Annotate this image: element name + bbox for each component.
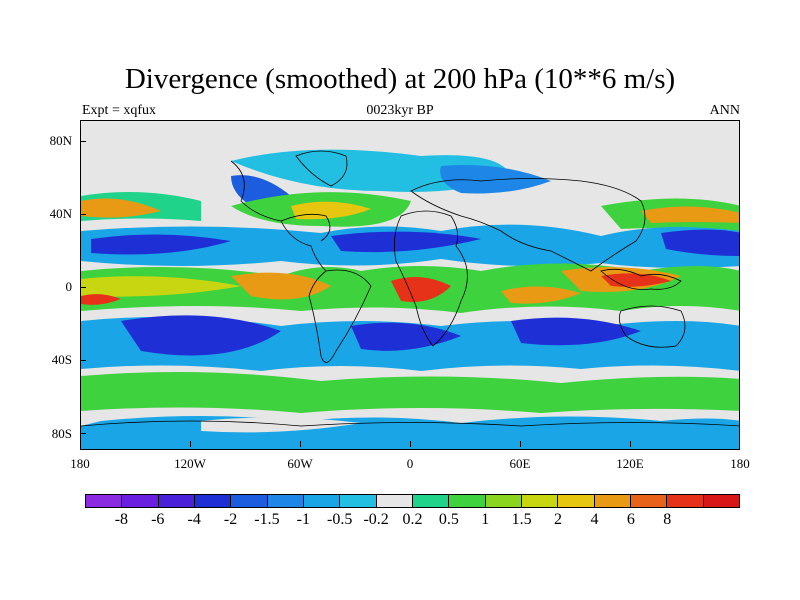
legend-box [376,495,413,507]
legend-label: -1.5 [254,511,280,528]
legend-box [521,495,559,507]
axis-tick [630,441,631,447]
lat-label-40n: 40N [49,206,72,221]
legend-label: -4 [187,511,201,528]
legend-box [340,495,377,507]
east-pacific-blue-core [661,229,739,256]
legend-box [412,495,450,507]
legend-box [667,495,704,507]
axis-tick [80,360,86,361]
legend-box [86,495,123,507]
legend-label: 0.2 [402,511,423,528]
legend-label: -1 [296,511,310,528]
antarctica-coast [81,420,739,427]
lat-label-40s: 40S [51,352,72,367]
legend-box [267,495,304,507]
legend-label: 4 [590,511,599,528]
legend-label: -8 [114,511,129,528]
map-title: Divergence (smoothed) at 200 hPa (10**6 … [124,63,676,95]
axis-tick [739,441,740,447]
southern-ocean-green [81,372,739,413]
antarctic-gap [201,417,361,433]
legend-label: 8 [663,511,672,528]
season-label: ANN [709,103,740,118]
lat-label-80s: 80S [51,426,72,441]
eurasia-band [440,165,551,194]
lat-label-eq: 0 [65,279,73,294]
axis-tick [80,214,86,215]
time-label: 0023kyr BP [366,103,434,118]
legend-label: 1 [481,511,490,528]
legend-label: 2 [554,511,563,528]
lon-label-120w: 120W [174,456,206,471]
legend-label: -2 [223,511,238,528]
lon-label-180w: 180 [70,456,90,471]
legend-label: -6 [151,511,165,528]
legend-box [231,495,268,507]
africa-red [391,277,451,302]
eurasia-coast [410,178,646,272]
legend-box [558,495,595,507]
lon-label-120e: 120E [616,456,644,471]
axis-tick [300,441,301,447]
legend-label: -0.2 [363,511,389,528]
legend-box [703,495,739,507]
legend-box [194,495,232,507]
lon-label-60w: 60W [287,456,313,471]
atlantic-africa-blue-core [331,231,481,253]
africa-coast [393,210,468,347]
north-america-east-coast [280,213,331,242]
nw-pacific-orange [81,198,161,218]
legend-label: 1.5 [511,511,532,528]
axis-tick [80,141,86,142]
south-america-coast [308,269,372,363]
legend-box [303,495,341,507]
color-legend [85,494,740,508]
central-pacific-yellow [81,276,241,297]
lat-label-80n: 80N [49,133,72,148]
indian-ocean-blue-core [511,317,641,346]
map-panel [80,120,740,450]
experiment-label: Expt = xqfux [82,103,156,118]
axis-tick [80,441,81,447]
legend-label: 0.5 [438,511,459,528]
lon-label-180e: 180 [730,456,750,471]
legend-box [630,495,668,507]
ne-pacific-orange [641,206,739,223]
axis-tick [190,441,191,447]
legend-box [449,495,486,507]
coastlines [81,150,739,427]
indian-ocean-orange [501,286,581,304]
south-atlantic-blue-core [351,322,461,351]
legend-box [122,495,159,507]
dateline-red [81,294,121,305]
axis-tick [520,441,521,447]
lon-label-60e: 60E [509,456,531,471]
divergence-map [81,121,739,449]
axis-tick [410,441,411,447]
axis-tick [80,287,86,288]
axis-tick [80,433,86,434]
legend-label: -0.5 [327,511,353,528]
south-pacific-blue-core [121,315,281,356]
greenland-coast [295,150,348,187]
south-america-orange [231,272,331,300]
legend-box [485,495,522,507]
north-atlantic-yellow [291,201,371,220]
pacific-blue-core [91,234,231,255]
maritime-continent-coast [600,268,682,290]
legend-box [158,495,195,507]
legend-box [594,495,631,507]
legend-label: 6 [626,511,635,528]
australia-coast [618,305,686,348]
lon-label-0: 0 [406,456,414,471]
